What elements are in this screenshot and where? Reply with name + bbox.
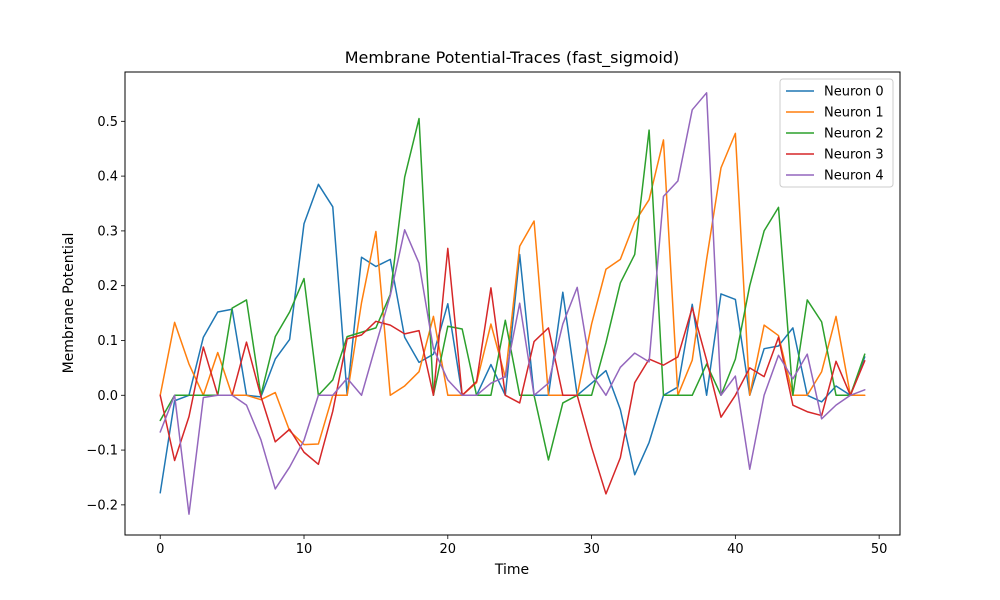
y-tick-label: 0.5 <box>97 115 118 130</box>
legend-frame <box>779 78 894 188</box>
legend-label-neuron-4: Neuron 4 <box>824 169 884 184</box>
y-axis-label: Membrane Potential <box>61 233 77 374</box>
x-tick-label: 50 <box>871 542 888 557</box>
x-tick-label: 30 <box>583 542 600 557</box>
x-tick-label: 10 <box>296 542 313 557</box>
series-line-neuron-0 <box>159 183 866 494</box>
legend: Neuron 0 Neuron 1 Neuron 2 Neuron 3 Neuron 4 <box>779 78 894 188</box>
series-line-neuron-3 <box>159 247 866 495</box>
x-axis-label: Time <box>494 562 529 578</box>
legend-label-neuron-1: Neuron 1 <box>824 106 884 121</box>
y-tick-label: 0.2 <box>97 279 118 294</box>
series-line-neuron-1 <box>159 132 866 446</box>
x-tick-label: 20 <box>440 542 457 557</box>
y-tick-label: 0.4 <box>97 170 118 185</box>
x-tick-label: 40 <box>727 542 744 557</box>
y-tick-label: 0.0 <box>97 389 118 404</box>
y-tick-label: 0.3 <box>97 224 118 239</box>
plot-frame <box>124 71 901 536</box>
chart-title: Membrane Potential-Traces (fast_sigmoid) <box>345 48 680 68</box>
series-line-neuron-4 <box>159 92 866 515</box>
series-line-neuron-2 <box>159 117 866 461</box>
y-tick-label: 0.1 <box>97 334 118 349</box>
legend-label-neuron-2: Neuron 2 <box>824 127 884 142</box>
x-tick-label: 0 <box>156 542 164 557</box>
legend-label-neuron-0: Neuron 0 <box>824 85 884 100</box>
y-tick-label: −0.1 <box>86 444 118 459</box>
legend-label-neuron-3: Neuron 3 <box>824 148 884 163</box>
y-tick-label: −0.2 <box>86 498 118 513</box>
